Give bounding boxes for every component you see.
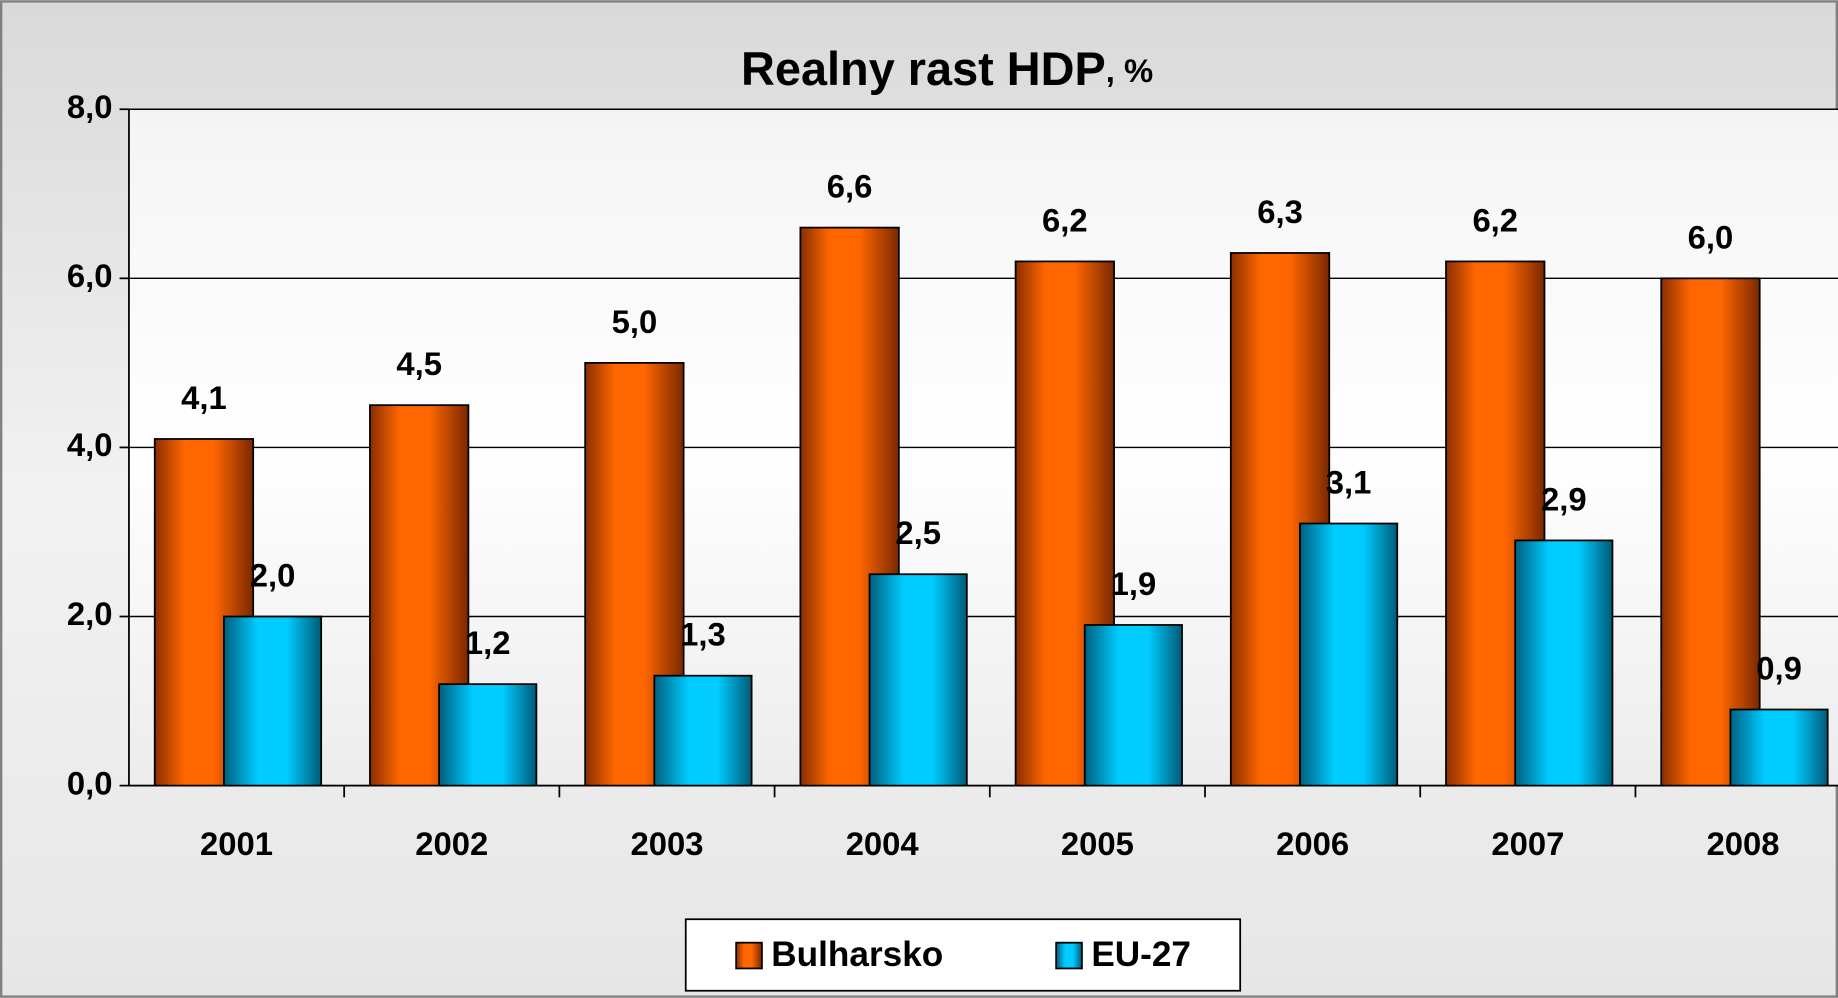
value-label: 2,5 (895, 514, 941, 551)
value-label: 6,3 (1257, 193, 1303, 230)
legend-swatch (735, 941, 763, 970)
x-tick-label: 2007 (1491, 825, 1564, 862)
y-tick-label: 8,0 (67, 88, 113, 125)
y-tick-label: 4,0 (67, 426, 113, 463)
value-label: 2,9 (1541, 480, 1587, 517)
value-label: 1,9 (1111, 565, 1157, 602)
bar (1729, 708, 1829, 787)
chart-title: Realny rast HDP, % (741, 43, 1153, 95)
value-label: 1,2 (465, 624, 511, 661)
x-tick-label: 2006 (1276, 825, 1349, 862)
legend-swatch (1055, 941, 1083, 970)
y-tick-label: 2,0 (67, 595, 113, 632)
x-tick-label: 2001 (200, 825, 273, 862)
value-label: 5,0 (612, 303, 658, 340)
value-label: 6,2 (1472, 201, 1518, 238)
bar (223, 615, 323, 787)
x-tick-label: 2008 (1707, 825, 1780, 862)
x-tick-label: 2002 (415, 825, 488, 862)
legend-label: EU-27 (1091, 935, 1191, 974)
y-tick-label: 6,0 (67, 257, 113, 294)
legend (684, 918, 1242, 992)
title-main: Realny rast HDP (741, 43, 1106, 95)
bar (1514, 539, 1614, 787)
value-label: 3,1 (1326, 464, 1372, 501)
value-label: 6,2 (1042, 201, 1088, 238)
value-label: 4,1 (181, 379, 227, 416)
x-tick-label: 2003 (630, 825, 703, 862)
value-label: 1,3 (680, 616, 726, 653)
value-label: 6,6 (827, 168, 873, 205)
bar (653, 674, 753, 787)
value-label: 4,5 (396, 345, 442, 382)
bar (868, 573, 968, 787)
x-tick-label: 2005 (1061, 825, 1134, 862)
x-tick-label: 2004 (846, 825, 920, 862)
bar (1083, 624, 1183, 787)
value-label: 2,0 (250, 557, 296, 594)
y-tick-label: 0,0 (67, 764, 113, 801)
value-label: 6,0 (1688, 218, 1734, 255)
bar (1660, 277, 1761, 787)
legend-label: Bulharsko (771, 935, 943, 974)
bar (1299, 522, 1399, 787)
title-unit: , % (1106, 52, 1153, 89)
value-label: 0,9 (1756, 650, 1802, 687)
bar (438, 683, 538, 787)
